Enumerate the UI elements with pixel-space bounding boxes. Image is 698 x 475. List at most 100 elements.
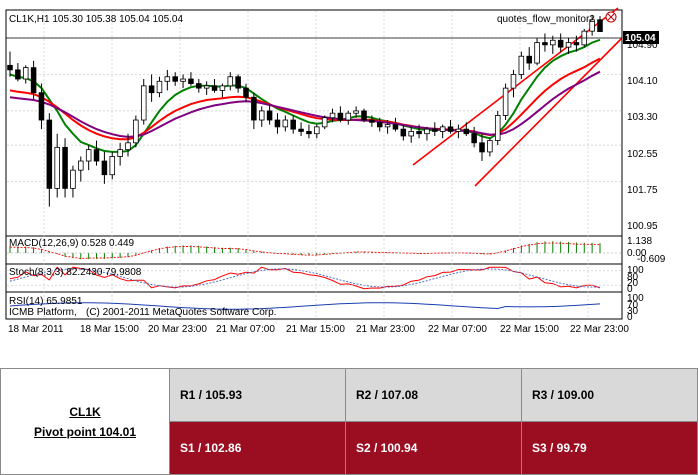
stoch-label: Stoch(8,3,3) 82.2430 79.9808 [9, 267, 142, 278]
macd-tick: 0.00 [627, 248, 647, 259]
macd-tick: 1.138 [627, 236, 652, 247]
time-tick: 22 Mar 07:00 [428, 324, 487, 335]
candle-body [384, 124, 391, 128]
macd-tick: -0.609 [637, 254, 666, 265]
candle-body [392, 124, 399, 130]
candle-body [54, 146, 60, 189]
current-price-label: 105.04 [625, 33, 656, 44]
candle-body [290, 119, 296, 130]
candle-body [46, 119, 53, 189]
candle-body [306, 131, 312, 135]
price-tick: 100.95 [627, 221, 658, 232]
candle-body [219, 85, 226, 91]
stoch-signal-line [9, 268, 601, 288]
moving-average-line-2 [9, 57, 601, 141]
candle-body [557, 39, 564, 48]
candle-body [164, 76, 171, 82]
indicator-name: quotes_flow_monitor2 [497, 14, 595, 25]
symbol-header: CL1K,H1 105.30 105.38 105.04 105.04 [9, 14, 183, 25]
candle-body [353, 110, 359, 114]
macd-label: MACD(12,26,9) 0.528 0.449 [9, 238, 135, 249]
candle-body [125, 142, 131, 151]
candle-body [298, 128, 304, 132]
candle-body [188, 78, 194, 84]
candle-body [494, 115, 501, 141]
stoch-tick: 80 [627, 272, 639, 283]
macd-panel [5, 235, 623, 265]
candle-body [447, 126, 454, 132]
candle-body [15, 69, 21, 80]
candle-body [70, 169, 76, 189]
candle-body [109, 156, 116, 176]
macd-signal-line [9, 242, 601, 259]
candle-body [432, 128, 438, 132]
candle-body [211, 85, 218, 91]
time-tick: 21 Mar 23:00 [356, 324, 415, 335]
candle-body [369, 119, 375, 123]
candle-body [172, 76, 178, 82]
candlesticks [7, 15, 603, 207]
close-indicator-icon[interactable] [605, 11, 617, 23]
candle-body [550, 39, 556, 46]
candle-body [93, 149, 100, 162]
candle-body [424, 128, 430, 135]
time-tick: 18 Mar 15:00 [80, 324, 139, 335]
time-axis: 18 Mar 2011 18 Mar 15:00 20 Mar 23:00 21… [8, 324, 629, 335]
candle-body [251, 96, 257, 121]
stoch-tick: 0 [627, 284, 633, 295]
price-chart: 105.04 CL1K,H1 105.30 105.38 105.04 105.… [5, 7, 666, 335]
r2-cell: R2 / 107.08 [345, 368, 522, 422]
candle-body [7, 64, 13, 71]
candle-body [321, 117, 328, 128]
symbol-cell: CL1K Pivot point 104.01 [0, 368, 170, 475]
candle-body [282, 119, 289, 128]
candle-body [274, 119, 281, 128]
current-price-box [623, 31, 659, 44]
rsi-tick: 0 [627, 312, 633, 323]
candle-body [479, 142, 485, 153]
candle-body [361, 110, 367, 121]
rsi-line [9, 302, 601, 310]
candle-body [439, 126, 446, 132]
candle-body [133, 119, 139, 144]
candle-body [526, 55, 532, 64]
time-tick: 21 Mar 07:00 [216, 324, 275, 335]
r1-cell: R1 / 105.93 [169, 368, 346, 422]
candle-body [266, 110, 273, 121]
moving-average-line-3 [9, 70, 601, 138]
time-tick: 22 Mar 23:00 [570, 324, 629, 335]
rsi-tick: 70 [627, 300, 639, 311]
symbol-name: CL1K [69, 404, 101, 419]
time-tick: 20 Mar 23:00 [148, 324, 207, 335]
candle-body [542, 42, 548, 46]
stoch-tick: 100 [627, 265, 644, 276]
stoch-panel [5, 263, 623, 293]
candle-body [30, 67, 37, 94]
candle-body [180, 78, 186, 82]
candle-body [148, 85, 155, 94]
candle-body [589, 19, 595, 32]
candle-body [573, 42, 580, 46]
time-tick: 18 Mar 2011 [8, 324, 64, 335]
candle-body [376, 121, 383, 128]
candle-body [196, 83, 202, 89]
candle-body [518, 55, 525, 75]
pivot-point: Pivot point 104.01 [33, 424, 137, 439]
candle-body [203, 85, 210, 89]
candle-body [337, 112, 344, 121]
copyright-label: (C) 2001-2011 MetaQuotes Software Corp. [86, 307, 276, 318]
candle-body [117, 149, 123, 157]
price-tick: 102.55 [627, 149, 658, 160]
stoch-main-line [9, 266, 601, 290]
s2-cell: S2 / 100.94 [345, 421, 522, 475]
stoch-tick: 20 [627, 278, 639, 289]
candle-body [463, 128, 470, 135]
channel-lower-line [474, 37, 623, 187]
moving-averages [9, 38, 601, 153]
candle-body [22, 67, 29, 80]
candle-body [534, 42, 540, 64]
candle-body [140, 85, 147, 121]
candle-body [85, 149, 92, 162]
price-axis: 104.90 104.10 103.30 102.55 101.75 100.9… [627, 40, 666, 323]
rsi-tick: 100 [627, 293, 644, 304]
